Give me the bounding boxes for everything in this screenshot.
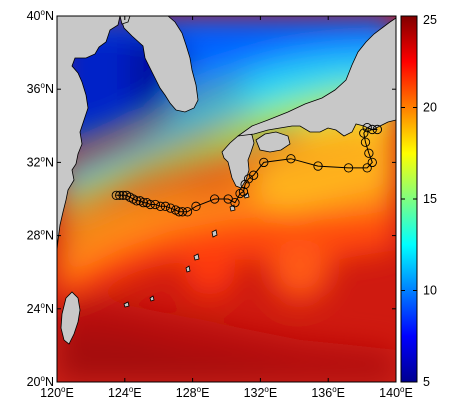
y-axis: 20oN 24oN 28oN 32oN 36oN 40oN bbox=[27, 8, 396, 389]
track-station-marker bbox=[132, 196, 142, 206]
track-station-marker bbox=[177, 207, 188, 217]
track-station-marker bbox=[230, 198, 240, 208]
colorbar-tick-label: 20 bbox=[423, 101, 437, 115]
track-station-marker bbox=[150, 199, 160, 210]
y-tick-label: 32oN bbox=[27, 154, 54, 169]
track-station-marker bbox=[286, 154, 296, 164]
y-tick-label: 20oN bbox=[27, 374, 54, 389]
track-station-marker bbox=[362, 122, 372, 133]
track-station-marker bbox=[362, 163, 372, 173]
x-tick-label: 136oE bbox=[311, 385, 345, 400]
y-tick-label: 28oN bbox=[27, 228, 54, 243]
y-tick-label: 40oN bbox=[27, 8, 54, 23]
track-station-marker bbox=[240, 179, 250, 190]
x-tick-label: 124oE bbox=[108, 385, 142, 400]
colorbar-tick-label: 15 bbox=[423, 192, 437, 206]
track-station-marker bbox=[115, 190, 125, 200]
korea-peninsula bbox=[119, 16, 199, 113]
colorbar-ticks: 25 20 15 10 5 bbox=[401, 13, 437, 389]
track-station-marker bbox=[118, 190, 128, 200]
izu-ryukyu-islands bbox=[123, 192, 250, 308]
track-station-marker bbox=[360, 137, 371, 147]
track-station-marker bbox=[111, 190, 121, 200]
track-station-marker bbox=[367, 157, 377, 168]
land bbox=[57, 16, 396, 345]
track-station-marker bbox=[165, 203, 176, 213]
track-station-marker bbox=[145, 199, 155, 210]
colorbar-tick-label: 25 bbox=[423, 13, 437, 27]
track-line bbox=[116, 126, 378, 213]
track-station-marker bbox=[238, 187, 249, 197]
china-coast bbox=[57, 16, 121, 251]
x-tick-label: 132oE bbox=[244, 385, 278, 400]
x-axis: 120oE 124oE 128oE 132oE 136oE 140oE bbox=[40, 16, 413, 400]
track-station-marker bbox=[191, 201, 201, 211]
taiwan bbox=[60, 291, 81, 345]
track-station-marker bbox=[343, 163, 354, 173]
track-station-marker bbox=[138, 198, 149, 208]
honshu bbox=[237, 17, 396, 137]
colorbar: 25 20 15 10 5 bbox=[400, 13, 437, 389]
x-tick-label: 140oE bbox=[379, 385, 413, 400]
shikoku bbox=[255, 131, 291, 153]
track-station-marker bbox=[359, 128, 369, 138]
ship-track bbox=[111, 122, 383, 217]
track-station-marker bbox=[259, 157, 269, 168]
track-station-marker bbox=[209, 194, 220, 204]
colorbar-tick-label: 5 bbox=[423, 375, 430, 389]
x-tick-label: 128oE bbox=[176, 385, 210, 400]
colorbar-tick-label: 10 bbox=[423, 284, 437, 298]
track-station-marker bbox=[248, 170, 259, 180]
track-station-marker bbox=[160, 201, 171, 211]
track-station-marker bbox=[367, 124, 377, 135]
track-station-marker bbox=[155, 201, 166, 211]
track-station-marker bbox=[313, 161, 323, 171]
track-station-marker bbox=[243, 174, 254, 184]
y-tick-label: 36oN bbox=[27, 81, 54, 96]
track-station-marker bbox=[182, 207, 193, 217]
track-station-marker bbox=[372, 124, 383, 135]
x-tick-label: 120oE bbox=[40, 385, 74, 400]
track-station-marker bbox=[364, 148, 374, 158]
y-tick-label: 24oN bbox=[27, 301, 54, 316]
plot-frame bbox=[56, 15, 397, 383]
